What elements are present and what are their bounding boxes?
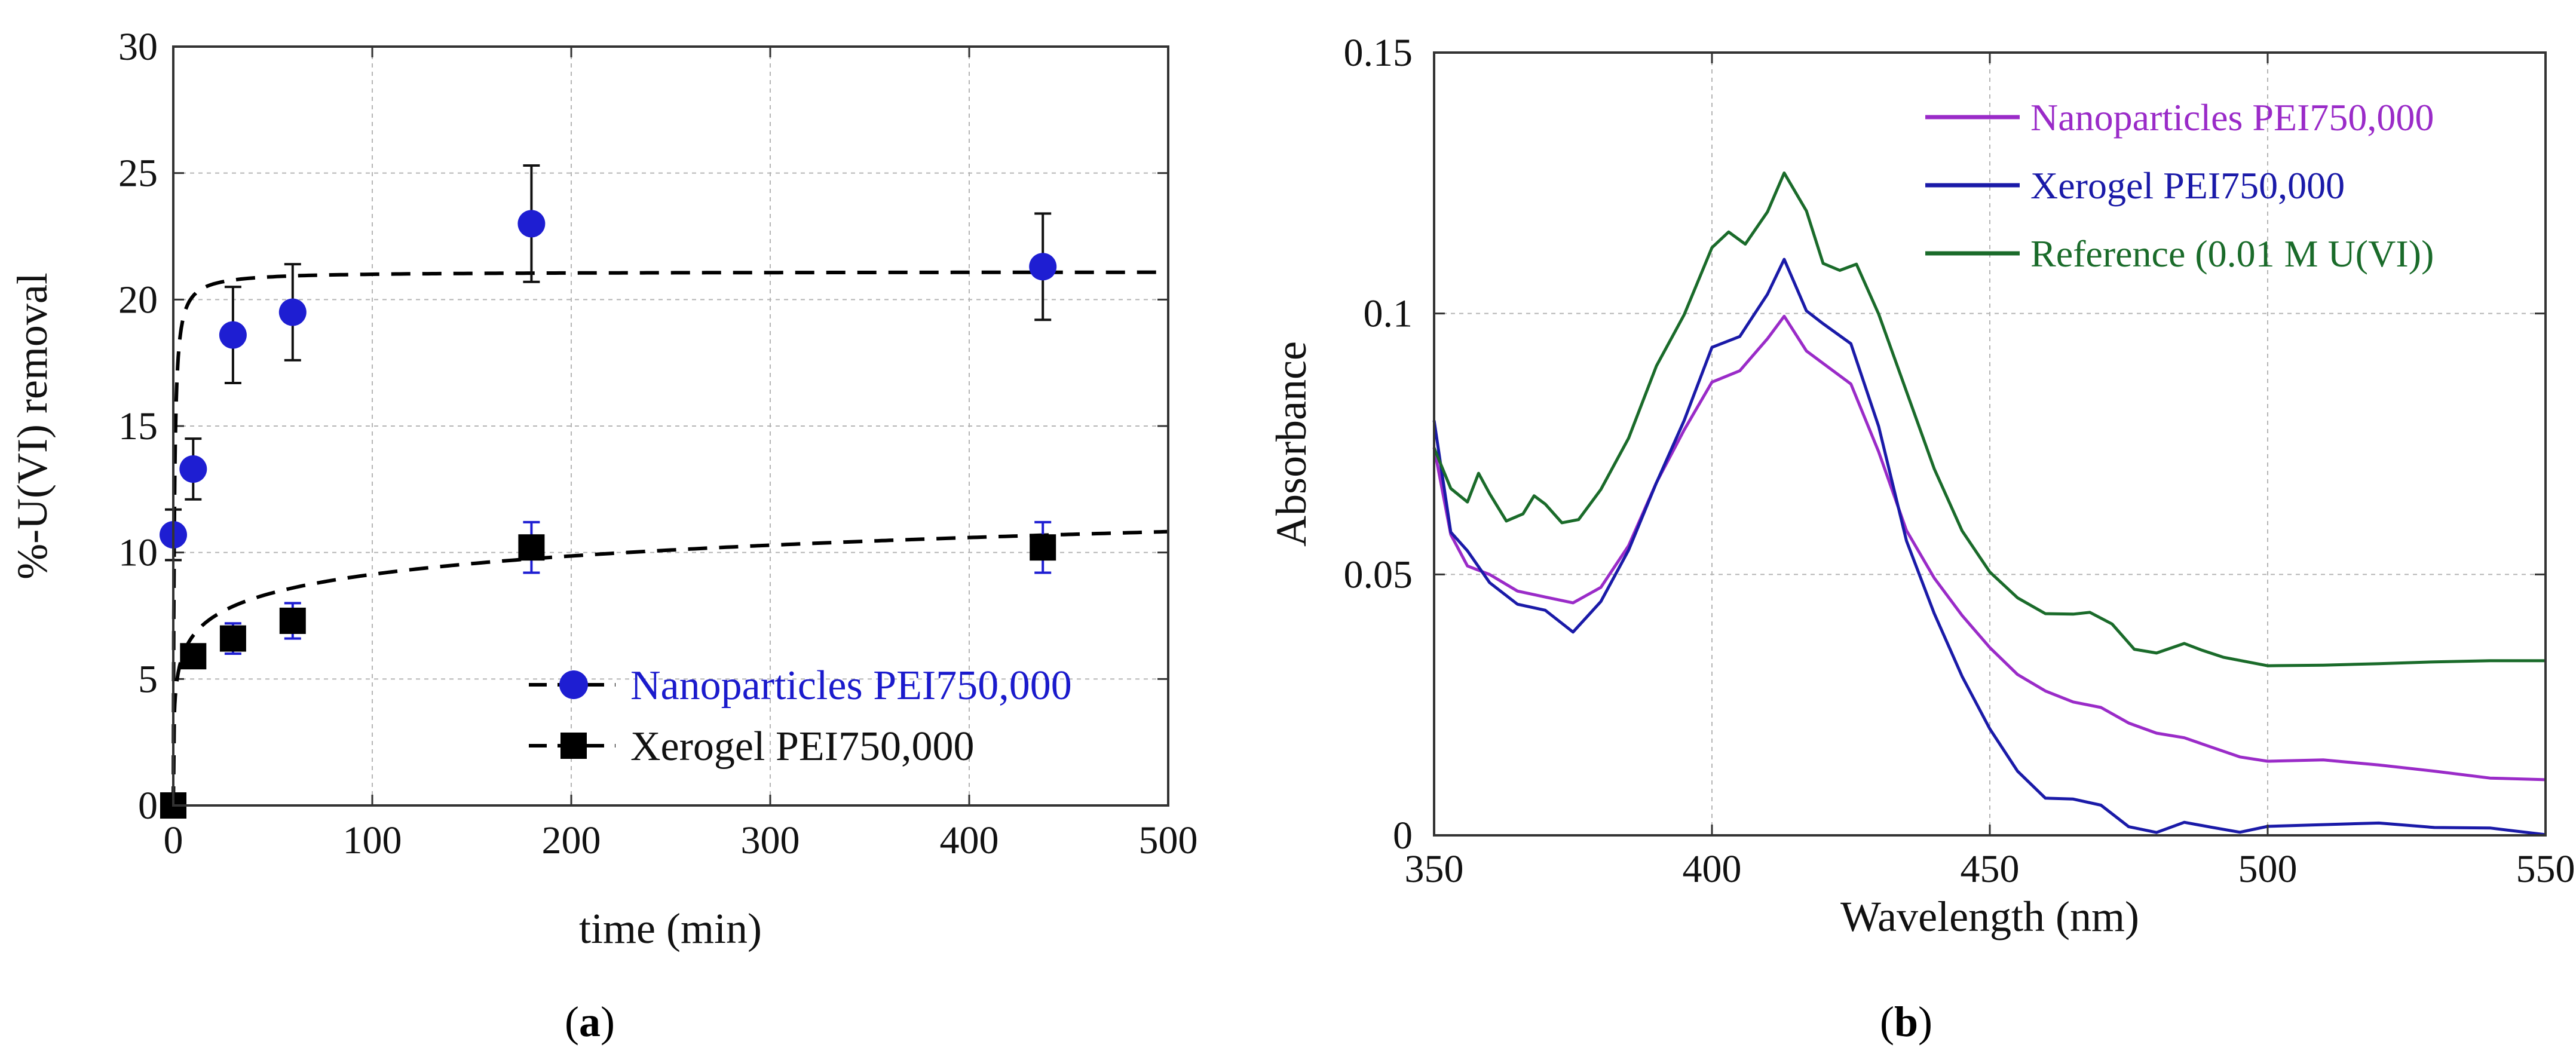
a-xtick-label: 100 bbox=[343, 819, 402, 862]
data-point-xerogel bbox=[518, 534, 545, 561]
data-point-xerogel bbox=[1030, 534, 1056, 561]
a-ytick-label: 10 bbox=[118, 531, 158, 575]
caption-b: (b) bbox=[1880, 998, 1932, 1046]
b-xtick-label: 450 bbox=[1961, 847, 2020, 891]
legend-item-reference-b: Reference (0.01 M U(VI)) bbox=[1925, 232, 2434, 275]
b-xtick-label: 550 bbox=[2516, 847, 2575, 891]
b-ytick-label: 0 bbox=[1393, 814, 1413, 857]
legend-label-reference-b: Reference (0.01 M U(VI)) bbox=[2030, 232, 2434, 275]
caption-b-letter: b bbox=[1894, 998, 1918, 1046]
legend-label-xerogel-a: Xerogel PEI750,000 bbox=[630, 724, 974, 770]
a-xtick-label: 200 bbox=[542, 819, 601, 862]
b-ytick-label: 0.1 bbox=[1364, 292, 1413, 336]
b-ytick-label: 0.05 bbox=[1344, 553, 1413, 596]
a-xtick-label: 0 bbox=[164, 819, 183, 862]
chart-b-ylabel: Absorbance bbox=[1267, 341, 1315, 547]
legend-label-xerogel-b: Xerogel PEI750,000 bbox=[2030, 164, 2345, 207]
a-ytick-label: 15 bbox=[118, 405, 158, 448]
chart-b: 350 400 450 500 550 0 0.05 0.1 0.15 Wavelength (… bbox=[1267, 31, 2575, 940]
b-xtick-label: 500 bbox=[2238, 847, 2298, 891]
chart-a-xlabel: time (min) bbox=[579, 905, 762, 952]
chart-b-legend: Nanoparticles PEI750,000 Xerogel PEI750,… bbox=[1925, 96, 2434, 275]
spectrum-xerogel bbox=[1432, 258, 2546, 837]
legend-item-xerogel-a: Xerogel PEI750,000 bbox=[529, 724, 974, 770]
data-point-nanoparticles bbox=[179, 455, 207, 483]
spectrum-nanoparticles bbox=[1432, 314, 2546, 782]
data-point-xerogel bbox=[219, 625, 246, 652]
legend-item-xerogel-b: Xerogel PEI750,000 bbox=[1925, 164, 2345, 207]
legend-item-nanoparticles-b: Nanoparticles PEI750,000 bbox=[1925, 96, 2434, 139]
a-ytick-label: 0 bbox=[138, 784, 158, 828]
caption-a-letter: a bbox=[579, 998, 601, 1046]
a-ytick-label: 30 bbox=[118, 25, 158, 69]
a-xtick-label: 300 bbox=[741, 819, 800, 862]
chart-a-frame bbox=[172, 45, 1169, 807]
chart-b-grid bbox=[1434, 53, 2546, 835]
chart-a-points bbox=[160, 164, 1057, 819]
data-point-nanoparticles bbox=[517, 210, 546, 238]
legend-label-nanoparticles-a: Nanoparticles PEI750,000 bbox=[630, 663, 1072, 709]
a-ytick-label: 25 bbox=[118, 152, 158, 195]
chart-a-grid bbox=[173, 47, 1168, 805]
data-point-nanoparticles bbox=[219, 321, 247, 349]
b-xtick-label: 400 bbox=[1683, 847, 1742, 891]
chart-a-legend: Nanoparticles PEI750,000 Xerogel PEI750,… bbox=[529, 663, 1072, 770]
caption-a: (a) bbox=[565, 998, 615, 1046]
chart-b-frame bbox=[1433, 51, 2547, 837]
chart-b-xlabel: Wavelength (nm) bbox=[1840, 893, 2139, 940]
a-xtick-label: 500 bbox=[1139, 819, 1198, 862]
legend-marker-circle bbox=[559, 670, 588, 699]
a-ytick-label: 20 bbox=[118, 278, 158, 321]
chart-a-ylabel: %-U(VI) removal bbox=[8, 272, 56, 580]
chart-b-ticks: 350 400 450 500 550 0 0.05 0.1 0.15 bbox=[1344, 31, 2575, 891]
a-ytick-label: 5 bbox=[138, 657, 158, 701]
data-point-nanoparticles bbox=[278, 298, 307, 326]
spectrum-reference bbox=[1432, 171, 2546, 667]
b-ytick-label: 0.15 bbox=[1344, 31, 1413, 75]
b-xtick-label: 350 bbox=[1405, 847, 1464, 891]
chart-a-ticks: 0 100 200 300 400 500 0 5 10 15 20 25 30 bbox=[118, 25, 1198, 862]
legend-item-nanoparticles-a: Nanoparticles PEI750,000 bbox=[529, 663, 1072, 709]
chart-b-spectra bbox=[1432, 171, 2546, 837]
data-point-nanoparticles bbox=[1029, 253, 1057, 281]
data-point-xerogel bbox=[279, 607, 306, 634]
data-point-xerogel bbox=[180, 643, 207, 670]
a-xtick-label: 400 bbox=[940, 819, 999, 862]
legend-marker-square bbox=[560, 733, 587, 759]
legend-label-nanoparticles-b: Nanoparticles PEI750,000 bbox=[2030, 96, 2434, 139]
